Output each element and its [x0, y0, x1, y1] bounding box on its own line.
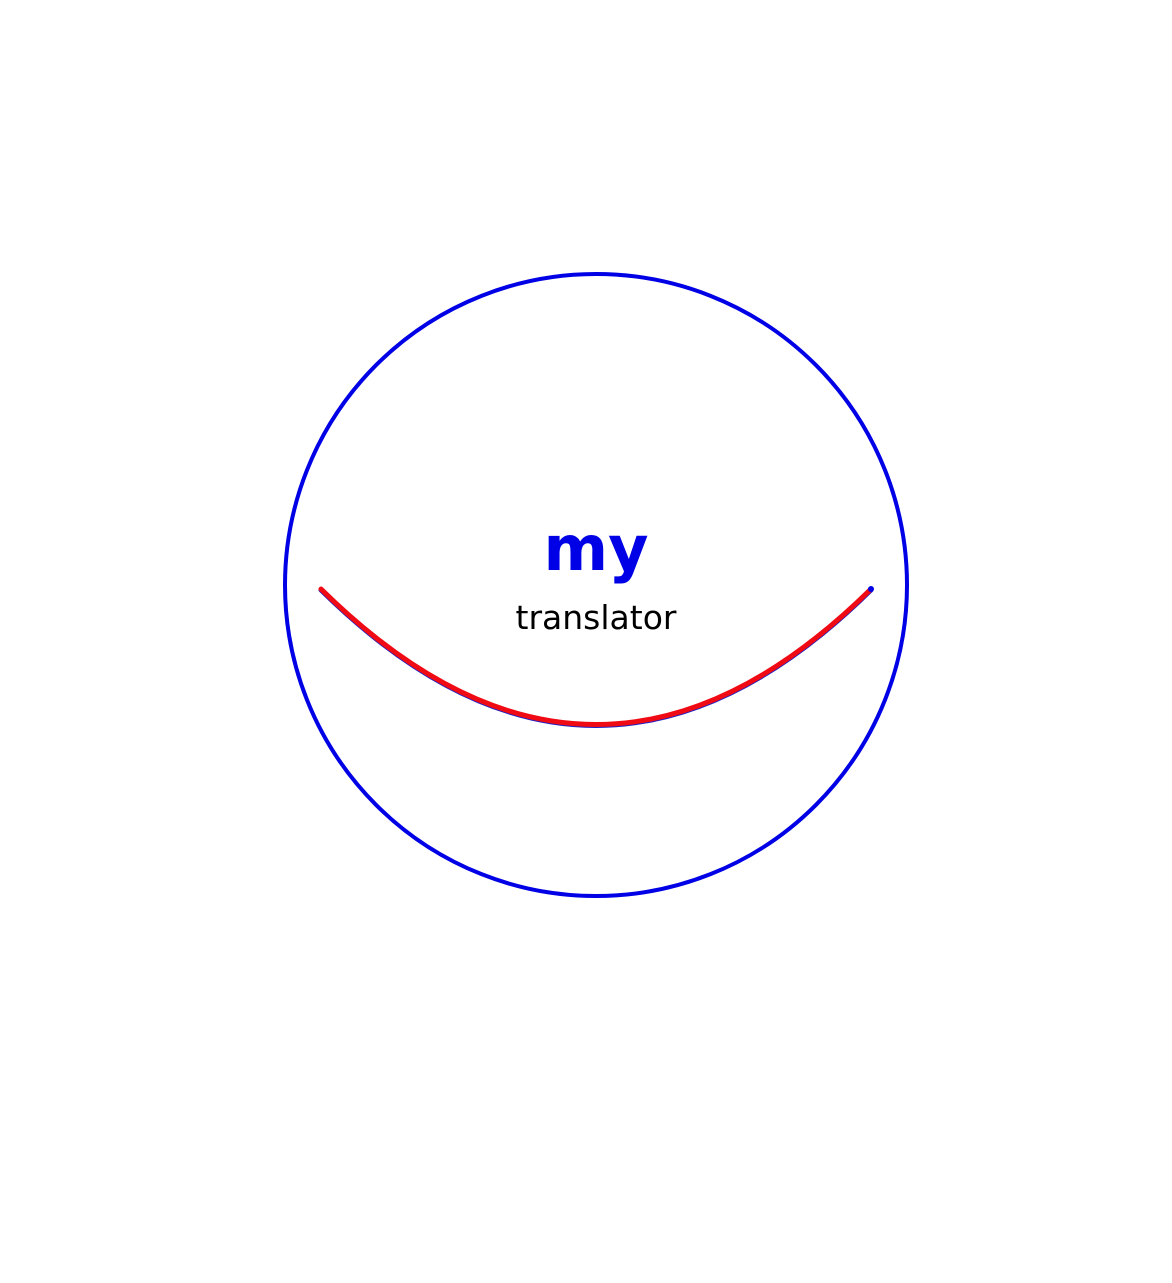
logo-tagline: translator: [516, 598, 677, 637]
logo-ring: [283, 272, 909, 898]
logo-word: my: [543, 512, 648, 585]
logo-smile: [318, 586, 874, 727]
logo-smile-end-dot: [868, 586, 874, 592]
